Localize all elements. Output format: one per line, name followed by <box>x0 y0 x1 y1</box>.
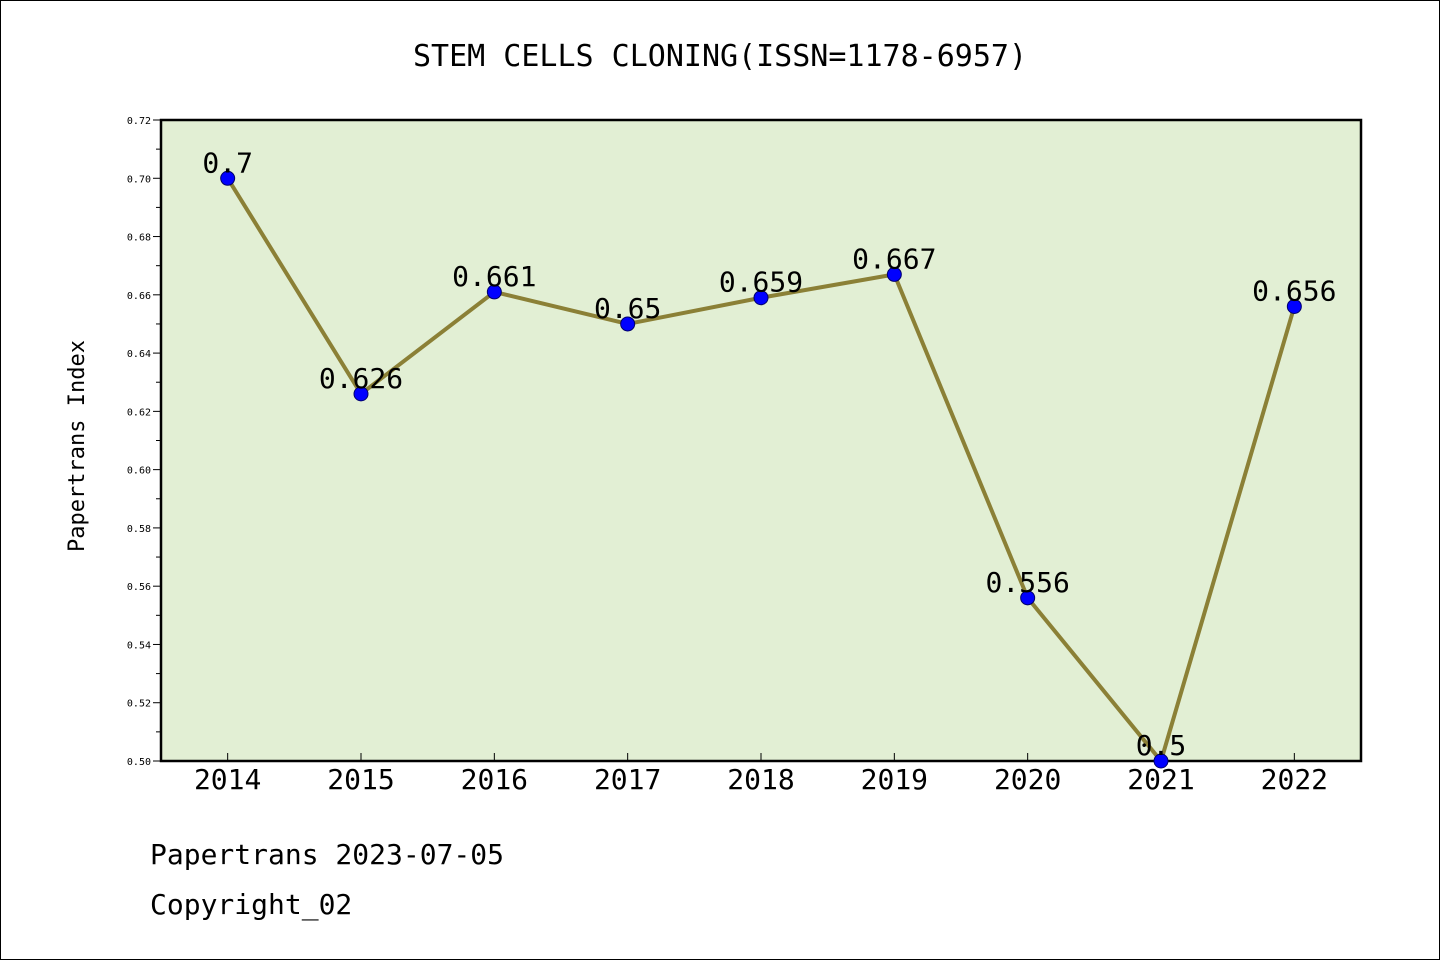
y-tick-label: 0.54 <box>127 640 151 651</box>
data-point <box>620 316 636 332</box>
plot-area <box>159 118 1363 763</box>
x-tick-label: 2018 <box>727 763 794 796</box>
y-tick-label: 0.72 <box>127 116 151 127</box>
data-label: 0.65 <box>594 292 661 325</box>
data-label: 0.7 <box>202 146 253 179</box>
y-tick-label: 0.58 <box>127 524 151 535</box>
y-axis-label: Papertrans Index <box>65 340 90 552</box>
x-tick-label: 2022 <box>1261 763 1328 796</box>
x-tick-label: 2015 <box>327 763 394 796</box>
y-tick-label: 0.70 <box>127 174 151 185</box>
data-point <box>1286 298 1302 314</box>
data-point <box>1153 753 1169 769</box>
data-point <box>886 266 902 282</box>
data-point <box>753 290 769 306</box>
data-label: 0.656 <box>1252 274 1336 307</box>
data-point <box>353 386 369 402</box>
data-point <box>486 284 502 300</box>
data-point <box>220 170 236 186</box>
data-label: 0.5 <box>1136 729 1187 762</box>
x-tick-label: 2017 <box>594 763 661 796</box>
data-label: 0.667 <box>852 242 936 275</box>
y-tick-label: 0.64 <box>127 349 151 360</box>
y-tick-label: 0.60 <box>127 466 151 477</box>
series-layer: 0.7 0.626 0.661 0.65 0.659 0.667 0.556 0.5 0.656 <box>202 146 1336 769</box>
data-label: 0.661 <box>452 260 536 293</box>
data-point <box>1020 590 1036 606</box>
data-label: 0.556 <box>986 566 1070 599</box>
chart-title: STEM CELLS CLONING(ISSN=1178-6957) <box>413 39 1027 74</box>
y-tick-label: 0.68 <box>127 233 151 244</box>
x-tick-label: 2016 <box>461 763 528 796</box>
x-tick-label: 2014 <box>194 763 261 796</box>
x-tick-label: 2019 <box>861 763 928 796</box>
y-axis-ticks: 0.50 0.52 0.54 0.56 0.58 0.60 0.62 0.64 0.66 0.68… <box>127 116 161 768</box>
footer-copyright: Copyright_02 <box>150 888 352 922</box>
y-tick-label: 0.50 <box>127 757 151 768</box>
y-tick-label: 0.66 <box>127 291 151 302</box>
y-tick-label: 0.62 <box>127 407 151 418</box>
y-tick-label: 0.56 <box>127 582 151 593</box>
x-axis-ticks: 2014 2015 2016 2017 2018 2019 2020 2021 2022 <box>194 753 1328 796</box>
data-label: 0.626 <box>319 362 403 395</box>
data-label: 0.659 <box>719 266 803 299</box>
footer-date: Papertrans 2023-07-05 <box>150 838 504 871</box>
x-tick-label: 2020 <box>994 763 1061 796</box>
y-tick-label: 0.52 <box>127 699 151 710</box>
